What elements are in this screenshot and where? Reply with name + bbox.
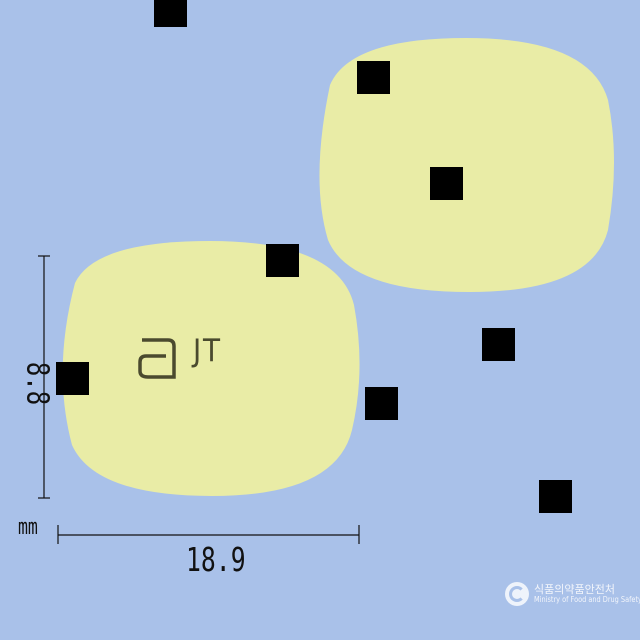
redaction-square: [154, 0, 187, 27]
tablet-imprint-text: JT: [193, 333, 222, 369]
redaction-square: [539, 480, 572, 513]
mfds-emblem-icon: [505, 582, 529, 606]
height-dimension-line: [38, 255, 50, 499]
width-dimension-line: [57, 525, 360, 544]
mfds-name-english: Ministry of Food and Drug Safety: [534, 594, 640, 604]
abbott-a-logo-icon: [138, 338, 176, 379]
redaction-square: [357, 61, 390, 94]
tablet-front: [62, 241, 360, 496]
mfds-watermark: 식품의약품안전처 Ministry of Food and Drug Safet…: [505, 582, 640, 606]
redaction-square: [266, 244, 299, 277]
redaction-square: [430, 167, 463, 200]
width-dimension-label: 18.9: [186, 540, 246, 579]
dimension-unit-label: mm: [18, 515, 38, 540]
mfds-watermark-text: 식품의약품안전처 Ministry of Food and Drug Safet…: [534, 582, 640, 605]
redaction-square: [56, 362, 89, 395]
tablet-back: [319, 38, 614, 292]
mfds-name-korean: 식품의약품안전처: [534, 582, 615, 596]
redaction-square: [365, 387, 398, 420]
height-dimension-label: 8.8: [19, 361, 55, 406]
redaction-square: [482, 328, 515, 361]
